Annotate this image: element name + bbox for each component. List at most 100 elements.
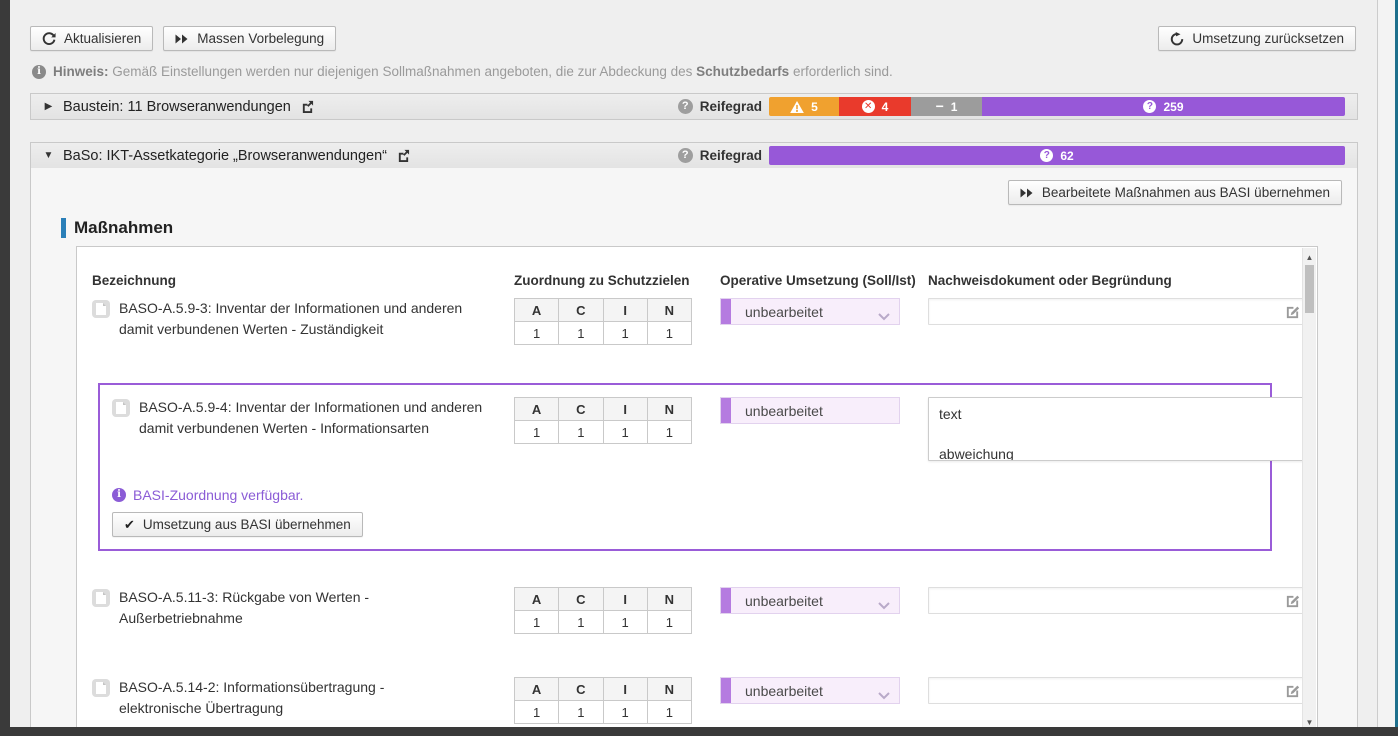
status-dropdown[interactable]: unbearbeitet bbox=[720, 587, 900, 614]
status-dropdown[interactable]: unbearbeitet bbox=[720, 677, 900, 704]
notice-text-1: Gemäß Einstellungen werden nur diejenige… bbox=[112, 64, 693, 79]
section-baustein-title-text: Baustein: 11 Browseranwendungen bbox=[63, 98, 291, 115]
measure-title: BASO-A.5.14-2: Informationsübertragung -… bbox=[119, 679, 385, 716]
status-value: unbearbeitet bbox=[745, 592, 823, 609]
massnahmen-heading-text: Maßnahmen bbox=[74, 218, 174, 237]
notice-text: Hinweis: Gemäß Einstellungen werden nur … bbox=[53, 64, 893, 79]
status-color-bar bbox=[721, 398, 731, 423]
section-baustein-header[interactable]: ▶ Baustein: 11 Browseranwendungen ? Reif… bbox=[31, 94, 1357, 119]
acin-table: A C I N 1 1 1 1 bbox=[513, 677, 693, 724]
massnahmen-panel: Bezeichnung Zuordnung zu Schutzzielen Op… bbox=[76, 246, 1318, 727]
measure-name-cell: BASO-A.5.9-3: Inventar der Informationen… bbox=[92, 298, 514, 340]
measure-title: BASO-A.5.11-3: Rückgabe von Werten - Auß… bbox=[119, 589, 370, 626]
reifegrad-label: Reifegrad bbox=[699, 148, 762, 163]
edit-icon[interactable] bbox=[1285, 304, 1300, 322]
status-dropdown[interactable]: unbearbeitet bbox=[720, 298, 900, 325]
table-header-row: Bezeichnung Zuordnung zu Schutzzielen Op… bbox=[92, 273, 1272, 288]
scroll-up-icon[interactable]: ▲ bbox=[1305, 252, 1314, 262]
acin-value: 1 bbox=[602, 420, 648, 444]
evidence-field-wrap bbox=[928, 298, 1307, 325]
segment-open-count: 62 bbox=[1060, 148, 1074, 163]
col-header-bezeichnung: Bezeichnung bbox=[92, 273, 177, 288]
acin-header-c: C bbox=[558, 587, 604, 611]
segment-warning: 5 bbox=[769, 97, 839, 116]
segment-warning-count: 5 bbox=[811, 99, 818, 114]
section-baso: ▼ BaSo: IKT-Assetkategorie „Browseranwen… bbox=[30, 142, 1358, 727]
table-row: BASO-A.5.9-4: Inventar der Informationen… bbox=[112, 397, 1307, 461]
acin-value: 1 bbox=[558, 321, 604, 345]
status-value: unbearbeitet bbox=[745, 682, 823, 699]
section-baso-header[interactable]: ▼ BaSo: IKT-Assetkategorie „Browseranwen… bbox=[31, 143, 1357, 168]
col-header-schutzziele: Zuordnung zu Schutzzielen bbox=[514, 273, 690, 288]
evidence-input[interactable] bbox=[928, 677, 1307, 704]
acin-header-i: I bbox=[602, 587, 648, 611]
acin-value: 1 bbox=[646, 610, 693, 634]
evidence-input[interactable] bbox=[928, 298, 1307, 325]
document-icon bbox=[92, 679, 110, 697]
status-dropdown[interactable]: unbearbeitet bbox=[720, 397, 900, 424]
edit-icon[interactable] bbox=[1285, 593, 1300, 611]
segment-error: ✕ 4 bbox=[839, 97, 911, 116]
evidence-field-wrap bbox=[928, 587, 1307, 614]
acin-value: 1 bbox=[558, 420, 604, 444]
window-frame-left bbox=[0, 0, 10, 736]
acin-header-n: N bbox=[646, 397, 693, 421]
acin-value: 1 bbox=[558, 700, 604, 724]
acin-value: 1 bbox=[602, 700, 648, 724]
massnahmen-heading: Maßnahmen bbox=[61, 218, 1342, 238]
document-icon bbox=[92, 589, 110, 607]
refresh-button[interactable]: Aktualisieren bbox=[30, 26, 154, 51]
acin-value: 1 bbox=[513, 700, 560, 724]
evidence-textarea[interactable]: text abweichung bbox=[928, 397, 1307, 461]
x-circle-icon: ✕ bbox=[861, 100, 875, 113]
status-color-bar bbox=[721, 588, 731, 613]
measure-name-cell: BASO-A.5.11-3: Rückgabe von Werten - Auß… bbox=[92, 587, 514, 629]
acin-table: A C I N 1 1 1 1 bbox=[513, 587, 693, 634]
edit-icon[interactable] bbox=[1285, 683, 1300, 701]
caret-right-icon: ▶ bbox=[44, 101, 53, 112]
accept-all-basi-label: Bearbeitete Maßnahmen aus BASI übernehme… bbox=[1041, 185, 1330, 200]
accept-all-basi-button[interactable]: Bearbeitete Maßnahmen aus BASI übernehme… bbox=[1007, 180, 1342, 205]
acin-header-n: N bbox=[646, 587, 693, 611]
window-frame-edge bbox=[1395, 0, 1398, 727]
forward-icon bbox=[1020, 188, 1033, 197]
document-icon bbox=[112, 399, 130, 417]
acin-value: 1 bbox=[558, 610, 604, 634]
minus-icon: − bbox=[935, 97, 944, 114]
col-header-umsetzung: Operative Umsetzung (Soll/Ist) bbox=[720, 273, 916, 288]
acin-value: 1 bbox=[513, 321, 560, 345]
reifegrad-group: ? Reifegrad ? 62 bbox=[677, 146, 1345, 165]
acin-header-a: A bbox=[513, 298, 560, 322]
segment-na: − 1 bbox=[911, 97, 982, 116]
scroll-down-icon[interactable]: ▼ bbox=[1305, 717, 1314, 727]
status-color-bar bbox=[721, 678, 731, 703]
help-icon[interactable]: ? bbox=[677, 148, 693, 163]
notice-label: Hinweis: bbox=[53, 64, 109, 79]
main-content: Aktualisieren Massen Vorbelegung Umsetzu… bbox=[10, 0, 1378, 727]
reset-implementation-button[interactable]: Umsetzung zurücksetzen bbox=[1158, 26, 1356, 51]
acin-value: 1 bbox=[646, 420, 693, 444]
external-link-icon[interactable] bbox=[301, 100, 314, 113]
measure-name-cell: BASO-A.5.14-2: Informationsübertragung -… bbox=[92, 677, 514, 719]
acin-header-c: C bbox=[558, 677, 604, 701]
massnahmen-list: Bezeichnung Zuordnung zu Schutzzielen Op… bbox=[77, 247, 1317, 724]
acin-value: 1 bbox=[513, 420, 560, 444]
refresh-label: Aktualisieren bbox=[64, 31, 142, 46]
top-toolbar: Aktualisieren Massen Vorbelegung Umsetzu… bbox=[30, 26, 1356, 51]
acin-table: A C I N 1 1 1 1 bbox=[513, 397, 693, 444]
segment-open: ? 259 bbox=[982, 97, 1345, 116]
external-link-icon[interactable] bbox=[397, 149, 410, 162]
apply-basi-button[interactable]: ✔ Umsetzung aus BASI übernehmen bbox=[112, 512, 363, 537]
measure-title: BASO-A.5.9-4: Inventar der Informationen… bbox=[139, 399, 483, 436]
help-icon[interactable]: ? bbox=[677, 99, 693, 114]
segment-na-count: 1 bbox=[950, 99, 958, 114]
table-row: BASO-A.5.9-3: Inventar der Informationen… bbox=[92, 298, 1307, 345]
vertical-scrollbar[interactable]: ▲ ▼ bbox=[1302, 248, 1316, 727]
evidence-input[interactable] bbox=[928, 587, 1307, 614]
document-icon bbox=[92, 300, 110, 318]
section-baso-title: BaSo: IKT-Assetkategorie „Browseranwendu… bbox=[63, 148, 410, 164]
status-value: unbearbeitet bbox=[745, 303, 823, 320]
acin-value: 1 bbox=[646, 321, 693, 345]
scrollbar-thumb[interactable] bbox=[1305, 265, 1314, 313]
mass-prefill-button[interactable]: Massen Vorbelegung bbox=[163, 26, 337, 51]
